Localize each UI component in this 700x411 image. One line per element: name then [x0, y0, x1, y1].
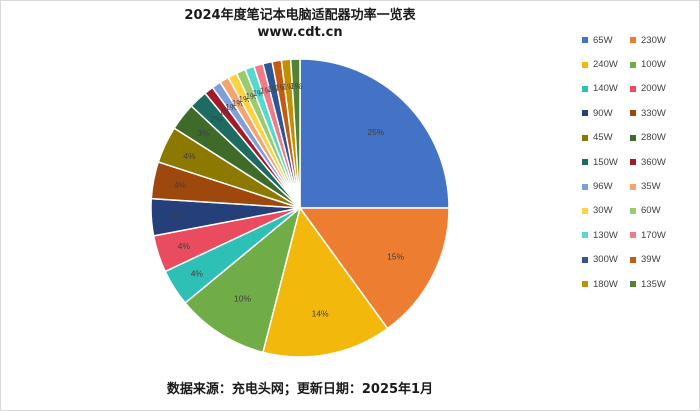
legend-label: 180W [593, 278, 618, 290]
pie-slice-100w [184, 205, 302, 354]
legend-label: 30W [593, 205, 613, 217]
legend-item-45w: 45W [582, 126, 630, 150]
legend-swatch [582, 159, 588, 166]
legend-item-90w: 90W [582, 101, 630, 125]
data-label-200w: 4% [178, 241, 191, 251]
data-label-35w: 1% [232, 98, 245, 108]
legend-item-180w: 180W [582, 272, 630, 296]
pie-slice-65w [299, 58, 450, 209]
legend-item-96w: 96W [582, 174, 630, 198]
pie-slice-240w [262, 206, 389, 358]
legend-item-170w: 170W [630, 223, 682, 247]
data-label-280w: 3% [197, 128, 210, 138]
legend-item-130w: 130W [582, 223, 630, 247]
legend-label: 96W [593, 181, 613, 193]
data-label-39w: 1% [275, 82, 288, 92]
legend-swatch [630, 110, 636, 117]
legend-label: 230W [641, 34, 666, 46]
legend-swatch [582, 183, 588, 190]
legend-label: 39W [641, 254, 661, 266]
legend-swatch [582, 61, 588, 68]
data-label-130w: 1% [252, 88, 265, 98]
legend-label: 45W [593, 132, 613, 144]
legend-item-360w: 360W [630, 150, 682, 174]
pie-slice-230w [298, 207, 450, 330]
data-label-65w: 25% [367, 127, 384, 137]
data-label-240w: 14% [312, 308, 329, 318]
data-label-170w: 1% [260, 86, 273, 96]
legend-label: 135W [641, 278, 666, 290]
legend-label: 130W [593, 229, 618, 241]
legend-item-150w: 150W [582, 150, 630, 174]
data-label-360w: 1% [219, 106, 232, 116]
legend-swatch [630, 232, 636, 239]
legend-swatch [582, 37, 588, 44]
legend-swatch [630, 256, 636, 263]
data-label-230w: 15% [387, 252, 404, 262]
legend-label: 150W [593, 156, 618, 168]
pie-slice-135w [289, 58, 301, 209]
legend-swatch [630, 207, 636, 214]
legend-swatch [630, 134, 636, 141]
legend-label: 170W [641, 229, 666, 241]
data-label-300w: 1% [267, 84, 280, 94]
chart-footer: 数据来源：充电头网；更新日期：2025年1月 [166, 382, 434, 397]
legend-swatch [582, 256, 588, 263]
data-label-180w: 1% [282, 81, 295, 91]
legend-item-280w: 280W [630, 126, 682, 150]
data-label-30w: 1% [238, 94, 251, 104]
legend-item-240w: 240W [582, 52, 630, 76]
legend-swatch [582, 134, 588, 141]
legend-swatch [630, 183, 636, 190]
legend-label: 100W [641, 59, 666, 71]
data-label-90w: 4% [172, 211, 185, 221]
data-label-100w: 10% [234, 294, 251, 304]
legend-swatch [582, 110, 588, 117]
data-label-140w: 4% [191, 268, 204, 278]
chart-header: 2024年度笔记本电脑适配器功率一览表 www.cdt.cn [150, 7, 450, 41]
legend-item-300w: 300W [582, 248, 630, 272]
legend-swatch [630, 37, 636, 44]
legend-item-60w: 60W [630, 199, 682, 223]
legend-swatch [630, 61, 636, 68]
data-label-45w: 4% [183, 151, 196, 161]
legend-label: 330W [641, 107, 666, 119]
chart-legend: 65W 230W 240W 100W 140W 200W 90W 330W 45W 280W 150… [582, 28, 694, 388]
chart-subtitle: www.cdt.cn [257, 25, 343, 40]
legend-item-100w: 100W [630, 52, 682, 76]
legend-swatch [582, 207, 588, 214]
legend-label: 240W [593, 59, 618, 71]
data-label-135w: 1% [290, 81, 303, 91]
legend-item-200w: 200W [630, 77, 682, 101]
legend-swatch [582, 281, 588, 288]
chart-title: 2024年度笔记本电脑适配器功率一览表 [184, 8, 416, 23]
legend-label: 200W [641, 83, 666, 95]
legend-label: 360W [641, 156, 666, 168]
data-label-60w: 1% [245, 91, 258, 101]
legend-item-65w: 65W [582, 28, 630, 52]
data-label-330w: 4% [174, 180, 187, 190]
legend-item-230w: 230W [630, 28, 682, 52]
legend-label: 90W [593, 107, 613, 119]
legend-label: 35W [641, 181, 661, 193]
legend-swatch [582, 85, 588, 92]
legend-label: 65W [593, 34, 613, 46]
data-label-150w: 2% [210, 114, 223, 124]
legend-swatch [582, 232, 588, 239]
legend-swatch [630, 85, 636, 92]
legend-label: 140W [593, 83, 618, 95]
legend-label: 60W [641, 205, 661, 217]
legend-item-135w: 135W [630, 272, 682, 296]
data-label-96w: 1% [225, 102, 238, 112]
legend-swatch [630, 281, 636, 288]
legend-item-39w: 39W [630, 248, 682, 272]
legend-item-140w: 140W [582, 77, 630, 101]
legend-swatch [630, 159, 636, 166]
legend-label: 280W [641, 132, 666, 144]
legend-item-330w: 330W [630, 101, 682, 125]
legend-item-35w: 35W [630, 174, 682, 198]
legend-item-30w: 30W [582, 199, 630, 223]
legend-label: 300W [593, 254, 618, 266]
